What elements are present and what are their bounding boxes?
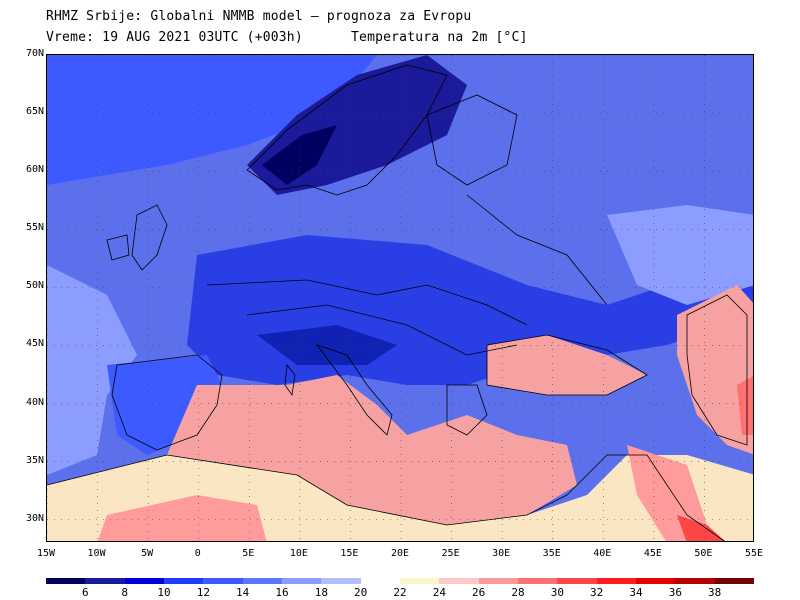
finland-coast	[426, 94, 518, 186]
iberia-coast	[111, 354, 223, 451]
caspian-zone	[677, 285, 753, 455]
temperature-colorbar	[46, 578, 755, 584]
colorbar-cell	[439, 578, 480, 584]
temperature-field	[47, 55, 753, 541]
colorbar-tick-label: 6	[82, 586, 89, 599]
lon-label: 25E	[441, 548, 460, 559]
norway-mountains	[262, 125, 337, 185]
colorbar-cell	[321, 578, 362, 584]
greece-coast	[446, 384, 488, 436]
lon-label: 50E	[694, 548, 713, 559]
colorbar-tick-label: 18	[314, 586, 328, 599]
ireland-coast	[106, 234, 130, 261]
lon-label: 5W	[141, 548, 154, 559]
lon-label: 5E	[242, 548, 255, 559]
colorbar-tick-label: 30	[550, 586, 564, 599]
caspian-coast	[686, 294, 748, 446]
colorbar-cell	[85, 578, 126, 584]
colorbar-tick-label: 20	[354, 586, 368, 599]
border-line-2	[246, 304, 518, 356]
colorbar-cell	[596, 578, 637, 584]
red-sea-coast	[566, 454, 725, 541]
black-sea-coast	[486, 334, 648, 396]
colorbar-tick-label: 36	[668, 586, 682, 599]
lon-label: 40E	[593, 548, 612, 559]
colorbar-cell	[400, 578, 440, 584]
border-line-3	[466, 194, 608, 306]
scandinavia-coast	[246, 64, 448, 196]
colorbar-cell	[557, 578, 598, 584]
colorbar-tick-label: 22	[393, 586, 407, 599]
lon-label: 15W	[36, 548, 56, 559]
border-line-1	[206, 279, 528, 326]
alps-zone	[257, 325, 397, 365]
lat-label: 45N	[25, 338, 44, 350]
colorbar-tick-label: 8	[121, 586, 128, 599]
black-sea-zone	[487, 335, 647, 395]
colorbar-tick-label: 12	[196, 586, 210, 599]
italy-coast	[315, 344, 393, 436]
colorbar-cell	[478, 578, 519, 584]
colorbar-tick-label: 38	[708, 586, 722, 599]
colorbar-tick-label: 10	[157, 586, 171, 599]
colorbar-cell	[360, 578, 401, 584]
lon-label: 20E	[390, 548, 410, 559]
colorbar-cell	[46, 578, 86, 584]
map-subtitle: Vreme: 19 AUG 2021 03UTC (+003h) Tempera…	[46, 30, 528, 45]
colorbar-cell	[675, 578, 716, 584]
lon-label: 0	[194, 548, 201, 559]
lat-label: 55N	[25, 222, 44, 234]
lat-label: 35N	[25, 454, 44, 466]
north-atlantic-zone	[47, 55, 377, 185]
lat-label: 70N	[25, 48, 44, 59]
coastlines	[47, 64, 748, 541]
lon-label: 30E	[492, 548, 511, 559]
lon-label: 15E	[340, 548, 359, 559]
colorbar-tick-label: 16	[275, 586, 289, 599]
lon-label: 10W	[87, 548, 106, 559]
africa-coast	[47, 454, 568, 526]
colorbar-cell	[124, 578, 165, 584]
gulf-hotspot	[677, 515, 725, 541]
colorbar-cell	[242, 578, 283, 584]
colorbar-cell	[636, 578, 676, 584]
colorbar-tick-label: 26	[472, 586, 486, 599]
colorbar-cell	[203, 578, 244, 584]
lat-label: 30N	[25, 512, 44, 524]
lat-label: 50N	[25, 280, 44, 292]
colorbar-cell	[714, 578, 755, 584]
lon-label: 55E	[744, 548, 764, 559]
lat-label: 60N	[25, 164, 44, 176]
colorbar-cell	[282, 578, 322, 584]
arabia-hotspot	[627, 445, 725, 541]
map-title: RHMZ Srbije: Globalni NMMB model — progn…	[46, 9, 472, 24]
temperature-map	[46, 54, 754, 542]
lon-label: 35E	[542, 548, 561, 559]
algeria-hotspot	[97, 495, 267, 541]
britain-coast	[131, 204, 168, 271]
atlantic-zone	[47, 265, 137, 475]
corsica-coast	[284, 363, 296, 397]
colorbar-tick-label: 28	[511, 586, 525, 599]
lon-label: 10E	[289, 548, 308, 559]
lat-label: 40N	[25, 396, 44, 408]
colorbar-tick-label: 24	[432, 586, 446, 599]
mediterranean-zone	[167, 375, 577, 525]
russia-zone	[607, 205, 753, 305]
lat-label: 65N	[25, 106, 44, 118]
colorbar-cell	[164, 578, 204, 584]
colorbar-tick-label: 34	[629, 586, 643, 599]
lon-label: 45E	[643, 548, 662, 559]
lat-lon-grid	[47, 55, 753, 541]
colorbar-tick-label: 32	[590, 586, 604, 599]
caspian-hotspot	[737, 376, 753, 435]
colorbar-tick-label: 14	[236, 586, 250, 599]
colorbar-cell	[518, 578, 558, 584]
